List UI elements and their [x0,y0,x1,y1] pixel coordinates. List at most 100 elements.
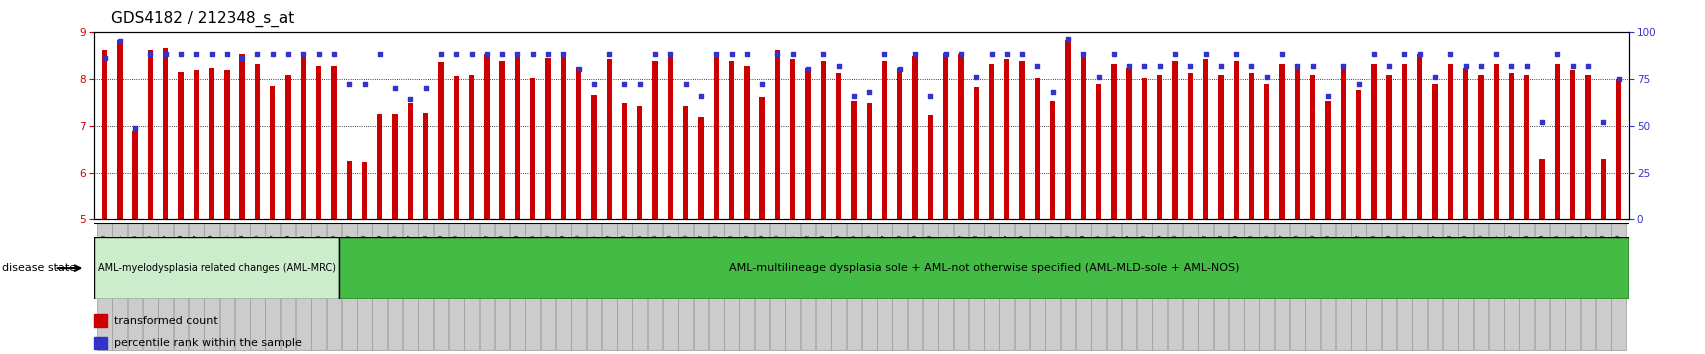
FancyBboxPatch shape [220,223,234,350]
Bar [1477,75,1483,219]
FancyBboxPatch shape [159,223,172,350]
Point [1023,63,1050,68]
Text: GSM531631: GSM531631 [225,233,228,271]
Bar [835,73,841,219]
Point [1146,63,1173,68]
Point [748,81,776,87]
Bar [1035,78,1040,219]
Point [810,52,837,57]
Text: GSM531621: GSM531621 [592,233,597,271]
FancyBboxPatch shape [341,223,356,350]
FancyBboxPatch shape [1427,223,1441,350]
FancyBboxPatch shape [510,223,525,350]
Point [518,52,546,57]
Text: GSM531683: GSM531683 [1371,233,1376,271]
Bar [743,65,748,219]
FancyBboxPatch shape [1412,223,1425,350]
FancyBboxPatch shape [525,223,540,350]
Bar [1569,70,1574,219]
Point [1222,52,1250,57]
Point [564,67,592,72]
FancyBboxPatch shape [663,223,677,350]
Point [351,81,379,87]
Point [1543,52,1570,57]
Bar [912,56,917,219]
Point [244,52,271,57]
Text: GSM531633: GSM531633 [713,233,718,271]
Bar [346,161,351,219]
Point [336,81,363,87]
FancyBboxPatch shape [433,223,448,350]
Bar [928,115,933,219]
Point [1115,63,1142,68]
Point [413,85,440,91]
FancyBboxPatch shape [769,223,784,350]
Text: GSM531692: GSM531692 [1509,233,1512,271]
FancyBboxPatch shape [556,223,571,350]
Bar [1171,61,1176,219]
Point [1405,52,1432,57]
FancyBboxPatch shape [540,223,556,350]
Bar [179,72,184,219]
Point [1176,63,1204,68]
FancyBboxPatch shape [587,223,600,350]
FancyBboxPatch shape [907,223,922,350]
Bar [1448,64,1453,219]
Bar [1507,73,1514,219]
Bar [285,75,290,219]
Text: GSM531629: GSM531629 [210,233,213,271]
Bar [789,59,795,219]
Text: GSM531624: GSM531624 [179,233,184,271]
Point [687,93,714,98]
Point [1038,89,1066,95]
Point [167,52,194,57]
Point [1604,76,1632,81]
Bar [300,52,305,219]
Point [733,52,760,57]
Text: GSM531628: GSM531628 [667,233,672,271]
FancyBboxPatch shape [1228,223,1243,350]
Bar [164,48,169,219]
Bar [1386,75,1391,219]
Bar [759,97,764,219]
Bar [728,61,733,219]
FancyBboxPatch shape [1534,223,1548,350]
Text: GSM531680: GSM531680 [1325,233,1330,271]
Text: GSM531675: GSM531675 [1248,233,1253,271]
Point [1328,63,1355,68]
Bar [667,55,673,219]
Bar [1141,78,1146,219]
Bar [774,50,779,219]
FancyBboxPatch shape [372,223,387,350]
Text: GSM531660: GSM531660 [331,233,336,271]
Bar [1371,64,1376,219]
Bar [1463,68,1468,219]
Text: GSM531603: GSM531603 [361,233,367,271]
Text: GSM531666: GSM531666 [1110,233,1115,271]
Text: GSM531649: GSM531649 [912,233,917,271]
Bar [697,117,702,219]
FancyBboxPatch shape [464,223,479,350]
Point [1512,63,1540,68]
Bar [392,114,397,219]
Point [854,89,881,95]
Text: percentile rank within the sample: percentile rank within the sample [114,338,302,348]
Text: GSM531610: GSM531610 [454,233,459,271]
Bar [1340,68,1345,219]
Point [182,52,210,57]
Bar [484,55,489,219]
FancyBboxPatch shape [999,223,1013,350]
Text: GSM531672: GSM531672 [1202,233,1207,271]
FancyBboxPatch shape [1091,223,1105,350]
Bar [530,78,535,219]
Text: GSM531609: GSM531609 [438,233,443,271]
FancyBboxPatch shape [174,223,188,350]
Text: GSM531636: GSM531636 [254,233,259,271]
Text: GSM531627: GSM531627 [194,233,199,271]
Bar [1402,64,1407,219]
FancyBboxPatch shape [1320,223,1335,350]
Bar [621,103,627,219]
Text: GSM531605: GSM531605 [133,233,138,271]
Text: GSM531668: GSM531668 [1141,233,1146,271]
Text: GSM531648: GSM531648 [897,233,902,271]
